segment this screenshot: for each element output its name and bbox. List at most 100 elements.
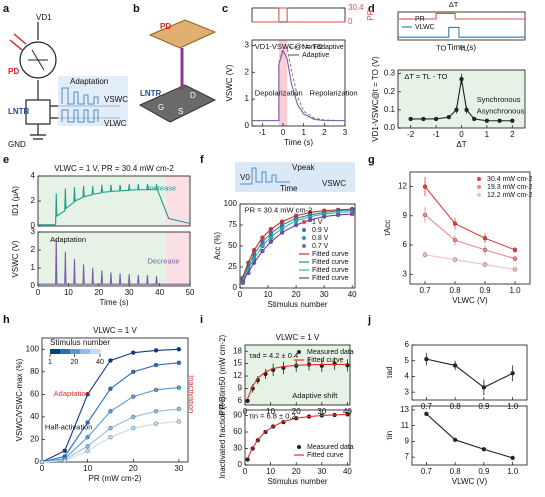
- series-line: [426, 413, 513, 459]
- legend-label: 0.7 V: [312, 243, 329, 250]
- data-point: [454, 107, 459, 113]
- data-point: [510, 455, 515, 461]
- x-tick-label: 0: [36, 288, 41, 297]
- x-tick-label: 10: [64, 288, 73, 297]
- data-point: [422, 212, 428, 218]
- colorbar-label: Stimulus number: [50, 338, 110, 347]
- swc-waveform: [61, 87, 99, 105]
- light-arrow: [9, 33, 27, 51]
- plot-frame: [411, 344, 528, 401]
- x-tick-label: 2: [322, 128, 327, 137]
- y-tick-label: 13: [400, 405, 409, 414]
- label: G: [158, 103, 164, 112]
- data-point: [131, 414, 136, 420]
- data-point: [512, 247, 518, 253]
- y-tick-label: 0.0: [384, 123, 396, 132]
- series-line: [242, 211, 353, 281]
- data-point: [85, 444, 90, 449]
- series-line: [252, 49, 345, 122]
- x-tick-label: 40: [343, 467, 352, 476]
- plot-frame: [409, 171, 531, 285]
- plot-frame: [411, 405, 528, 466]
- y-axis-label: PR-Stim50 (mW cm-2): [218, 334, 227, 415]
- label: D: [190, 91, 196, 100]
- x-tick-label: 10: [266, 467, 275, 476]
- y-tick-label: 9: [238, 384, 243, 393]
- series-line: [424, 214, 516, 260]
- x-tick-label: 20: [129, 464, 138, 473]
- y-tick-label: 1: [245, 94, 250, 103]
- data-point: [131, 426, 136, 431]
- wire: [30, 22, 46, 140]
- y-tick-label: 5: [405, 356, 410, 365]
- legend-marker: [302, 228, 306, 232]
- annotation: τad = 4.2 ± 0.4: [249, 351, 298, 360]
- colorbar-tick-label: 20: [70, 359, 78, 366]
- label: Adaptation: [70, 77, 108, 86]
- y-axis-label: VSWC/VSWC-max (%): [15, 358, 24, 441]
- legend-label: Fitted curve: [307, 452, 344, 459]
- circuit: VD1 PD Adaptation VSWC VLWC LNTR GND: [8, 13, 128, 149]
- data-point: [85, 420, 90, 425]
- x-tick-label: 3: [343, 128, 348, 137]
- y-tick-label: 0: [233, 283, 238, 292]
- data-point: [482, 262, 488, 267]
- y-tick-label: 2: [245, 67, 250, 76]
- data-point: [421, 116, 426, 122]
- y-tick-label: 0.1: [384, 105, 396, 114]
- y-tick-label: 0.2: [384, 87, 396, 96]
- x-tick-label: 1.0: [507, 402, 519, 411]
- x-tick-label: 0.8: [450, 402, 462, 411]
- data-point: [108, 386, 113, 391]
- y-tick-label: 100: [224, 199, 238, 208]
- annotation: Adaptation: [50, 235, 86, 244]
- x-tick-label: 30: [125, 288, 134, 297]
- y-tick-label: 0: [35, 457, 40, 466]
- y-tick-label: 30: [233, 444, 242, 453]
- y-tick-label: 4: [405, 372, 410, 381]
- y-tick-label: 25: [228, 262, 237, 271]
- y-tick-label: 4: [31, 171, 36, 180]
- y-axis-label: τin: [385, 431, 394, 440]
- y-axis-label: Inactivated fraction (%): [218, 396, 227, 478]
- data-point: [85, 435, 90, 440]
- y-tick-label: 11: [401, 421, 410, 430]
- y-tick-label: 2: [31, 245, 36, 254]
- y-tick-label: 40: [30, 412, 39, 421]
- y-tick-label: 7: [405, 452, 410, 461]
- y-tick-label: 12: [233, 371, 242, 380]
- data-point: [482, 247, 488, 253]
- plot-frame: [37, 231, 191, 287]
- x-axis-label: PR (mW cm-2): [89, 474, 142, 483]
- panel-label: c: [222, 3, 228, 15]
- legend-label: Fitted curve: [312, 251, 349, 258]
- x-tick-label: 0.7: [421, 402, 433, 411]
- x-axis-label: VLWC (V): [452, 477, 488, 486]
- x-axis-label: Stimulus number: [267, 477, 327, 486]
- x-tick-label: 0: [40, 464, 45, 473]
- annotation: Repolarization: [310, 88, 358, 97]
- x-tick-label: 0.9: [478, 402, 490, 411]
- panel-label: f: [200, 154, 204, 166]
- x-tick-label: 0.8: [450, 467, 462, 476]
- x-tick-label: 0.7: [419, 286, 431, 295]
- data-point: [108, 426, 113, 431]
- series-line: [38, 239, 190, 285]
- y-axis-label: VD1-VSWC@t = TO (V): [371, 56, 380, 142]
- data-point: [39, 459, 45, 465]
- x-tick-label: 40: [348, 290, 357, 299]
- label: Time: [280, 184, 298, 193]
- legend-label: 1 V: [312, 219, 323, 226]
- x-tick-label: 1.0: [509, 286, 521, 295]
- y-tick-label: 6: [238, 396, 243, 405]
- lwc-waveform: [61, 109, 99, 123]
- series-line: [426, 358, 513, 389]
- y-tick-label: 9: [403, 211, 408, 220]
- y-axis-label: Acc (%): [213, 232, 222, 260]
- data-point: [153, 348, 159, 353]
- y-tick-label: 0: [31, 221, 36, 230]
- series-line: [242, 213, 353, 283]
- data-point: [153, 362, 159, 368]
- x-tick-label: 30: [317, 467, 326, 476]
- label: S: [178, 107, 183, 116]
